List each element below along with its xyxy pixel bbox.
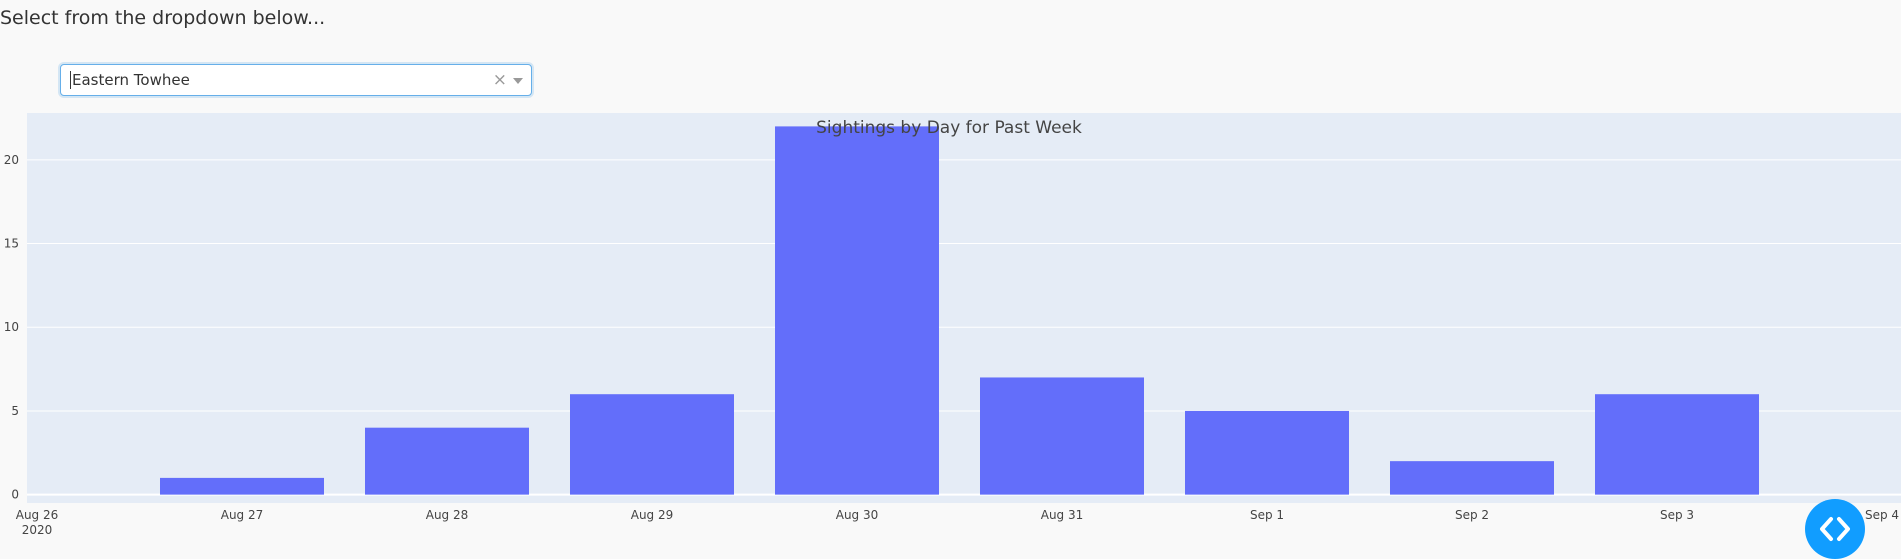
y-tick-label: 10 (4, 320, 19, 334)
clear-icon[interactable]: × (492, 70, 507, 90)
x-tick-label: Aug 30 (836, 508, 879, 522)
y-tick-label: 15 (4, 237, 19, 251)
x-tick-label: Sep 1 (1250, 508, 1284, 522)
bar[interactable] (1185, 410, 1349, 495)
chevron-down-icon[interactable] (513, 78, 523, 84)
code-arrows-icon (1820, 517, 1850, 541)
x-tick-label: Aug 27 (221, 508, 264, 522)
chart-title: Sightings by Day for Past Week (816, 118, 1082, 138)
x-tick-label: Aug 28 (426, 508, 469, 522)
y-tick-label: 5 (11, 404, 19, 418)
bar[interactable] (160, 477, 324, 495)
bar[interactable] (1390, 461, 1554, 495)
bar[interactable] (775, 126, 939, 495)
x-tick-label: Sep 2 (1455, 508, 1489, 522)
dropdown-selected-value: Eastern Towhee (70, 71, 190, 89)
x-tick-label: Aug 29 (631, 508, 674, 522)
bar[interactable] (570, 394, 734, 495)
species-dropdown[interactable]: Eastern Towhee × (60, 64, 532, 96)
x-tick-label: Sep 4 (1865, 508, 1899, 522)
prompt-text: Select from the dropdown below... (0, 7, 326, 29)
code-toggle-button[interactable] (1805, 499, 1865, 559)
x-tick-label: Aug 31 (1041, 508, 1084, 522)
bar[interactable] (365, 427, 529, 495)
y-tick-label: 0 (11, 488, 19, 502)
plot-area (27, 113, 1901, 503)
x-tick-year-label: 2020 (22, 523, 53, 537)
y-tick-label: 20 (4, 153, 19, 167)
x-tick-label: Aug 26 (16, 508, 59, 522)
x-tick-label: Sep 3 (1660, 508, 1694, 522)
bar[interactable] (980, 377, 1144, 495)
bar[interactable] (1595, 394, 1759, 495)
